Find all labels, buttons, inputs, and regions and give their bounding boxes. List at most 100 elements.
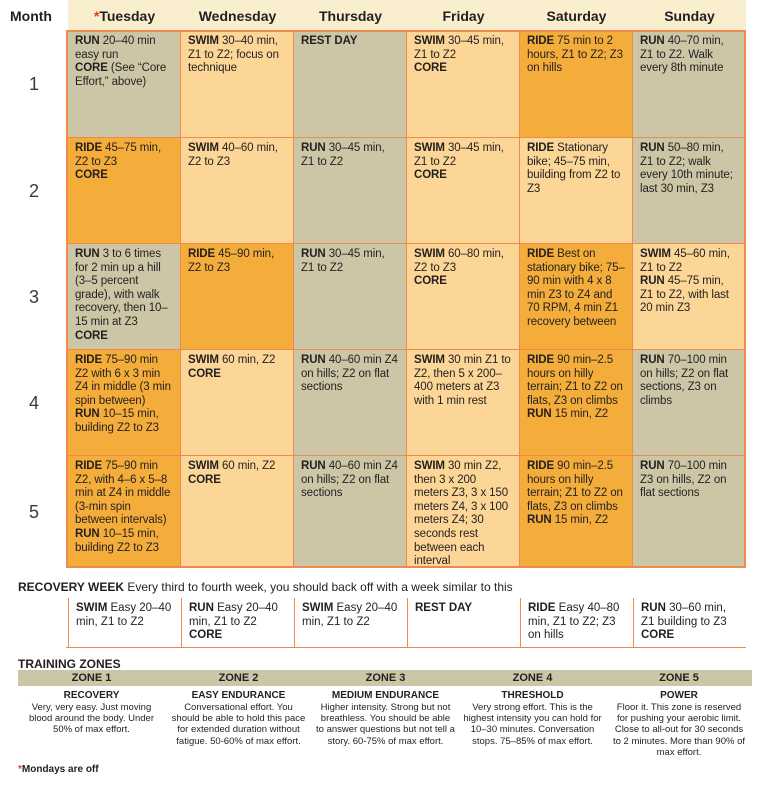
plan-cell: RUN 70–100 min Z3 on hills, Z2 on flat s… — [633, 456, 746, 568]
plan-cell: RUN 40–70 min, Z1 to Z2. Walk every 8th … — [633, 31, 746, 138]
activity-label: RIDE — [188, 248, 216, 260]
activity-label: CORE — [75, 329, 108, 342]
plan-cell: RUN 40–60 min Z4 on hills; Z2 on flat se… — [294, 350, 407, 456]
day-header-sunday: Sunday — [633, 0, 746, 31]
plan-cell: SWIM 60 min, Z2 CORE — [181, 350, 294, 456]
activity-detail: 10–15 min, building Z2 to Z3 — [75, 408, 159, 434]
activity-detail: 45–75 min, Z1 to Z2, with last 20 min Z3 — [640, 275, 729, 315]
plan-cell: RIDE 90 min–2.5 hours on hilly terrain; … — [520, 350, 633, 456]
activity-label: SWIM — [76, 602, 108, 614]
activity-label: RUN — [640, 354, 665, 366]
activity-label: CORE — [189, 629, 223, 642]
activity-label: SWIM — [414, 142, 445, 154]
plan-cell: RUN 70–100 min on hills; Z2 on flat sect… — [633, 350, 746, 456]
activity-label: RUN — [75, 35, 100, 47]
activity-label: RUN — [75, 408, 100, 421]
plan-cell: RUN 20–40 min easy run CORE (See “Core Ef… — [68, 31, 181, 138]
month-label: 2 — [28, 180, 39, 201]
activity-detail: 3 to 6 times for 2 min up a hill (3–5 pe… — [75, 248, 168, 328]
activity-label: CORE — [414, 275, 447, 288]
activity-detail: 60 min, Z2 — [218, 354, 276, 366]
activity-detail: 90 min–2.5 hours on hilly terrain; Z1 to… — [527, 354, 623, 407]
day-header-tuesday: * Tuesday — [68, 0, 181, 31]
activity-label: RUN — [75, 248, 100, 260]
activity-detail: 45–75 min, Z2 to Z3 — [75, 142, 162, 168]
recovery-cell: SWIM Easy 20–40 min, Z1 to Z2 — [68, 598, 181, 648]
activity-label: RUN — [75, 527, 100, 540]
plan-cell: SWIM 30–45 min, Z1 to Z2 CORE — [407, 138, 520, 244]
activity-label: RUN — [301, 142, 326, 154]
activity-label: SWIM — [414, 248, 445, 260]
activity-label: RIDE — [527, 35, 555, 47]
activity-label: RUN — [527, 408, 552, 421]
footnote-star: * — [18, 764, 22, 775]
activity-detail: 70–100 min on hills; Z2 on flat sections… — [640, 354, 729, 407]
activity-label: RIDE — [75, 460, 103, 472]
zone-description: Higher intensity. Strong but not breathl… — [316, 702, 455, 747]
training-zones-title: TRAINING ZONES — [18, 657, 121, 671]
zone-description: Very strong effort. This is the highest … — [463, 702, 602, 747]
recovery-week-title: RECOVERY WEEK — [18, 580, 125, 594]
zone-header: ZONE 1 — [71, 672, 112, 684]
activity-detail: 60 min, Z2 — [218, 460, 276, 472]
activity-label: SWIM — [414, 354, 445, 366]
activity-label: REST DAY — [415, 602, 473, 614]
activity-label: RUN — [527, 514, 552, 527]
zone-header: ZONE 3 — [365, 672, 406, 684]
plan-cell: RIDE 75–90 min Z2, with 4–6 x 5–8 min at… — [68, 456, 181, 568]
activity-label: SWIM — [640, 248, 671, 260]
activity-detail: 30 min Z1 to Z2, then 5 x 200–400 meters… — [414, 354, 511, 407]
activity-detail: 30–60 min, Z1 building to Z3 — [641, 602, 727, 628]
zone-header: ZONE 2 — [218, 672, 259, 684]
recovery-cell: SWIM Easy 20–40 min, Z1 to Z2 — [294, 598, 407, 648]
recovery-cell: RUN 30–60 min, Z1 building to Z3 CORE — [633, 598, 746, 648]
activity-label: RIDE — [527, 354, 555, 366]
activity-label: RUN — [301, 460, 326, 472]
activity-label: SWIM — [188, 354, 219, 366]
plan-cell: SWIM 60–80 min, Z2 to Z3 CORE — [407, 244, 520, 350]
activity-label: RIDE — [528, 602, 556, 614]
activity-label: RUN — [301, 248, 326, 260]
activity-label: SWIM — [414, 460, 445, 472]
activity-detail: Stationary bike; 45–75 min, building fro… — [527, 142, 621, 195]
activity-detail: 40–70 min, Z1 to Z2. Walk every 8th minu… — [640, 35, 724, 75]
activity-detail: 45–60 min, Z1 to Z2 — [640, 248, 730, 274]
month-label: 4 — [28, 392, 39, 413]
activity-label: CORE — [188, 473, 221, 486]
day-header-label: Wednesday — [198, 7, 277, 24]
activity-detail: Easy 20–40 min, Z1 to Z2 — [302, 602, 398, 628]
activity-detail: 40–60 min Z4 on hills; Z2 on flat sectio… — [301, 460, 398, 500]
plan-cell: SWIM 40–60 min, Z2 to Z3 — [181, 138, 294, 244]
recovery-cell: REST DAY — [407, 598, 520, 648]
day-header-saturday: Saturday — [520, 0, 633, 31]
activity-detail: Best on stationary bike; 75–90 min with … — [527, 248, 625, 328]
plan-cell: SWIM 45–60 min, Z1 to Z2 RUN 45–75 min, Z… — [633, 244, 746, 350]
activity-detail: Easy 20–40 min, Z1 to Z2 — [76, 602, 172, 628]
day-header-thursday: Thursday — [294, 0, 407, 31]
activity-detail: 30–40 min, Z1 to Z2; focus on technique — [188, 35, 279, 75]
plan-cell: RIDE 45–75 min, Z2 to Z3 CORE — [68, 138, 181, 244]
zone-name: THRESHOLD — [501, 690, 564, 701]
zone-name: EASY ENDURANCE — [191, 690, 286, 701]
activity-detail: 10–15 min, building Z2 to Z3 — [75, 527, 159, 554]
zone-name: RECOVERY — [63, 690, 120, 701]
training-zones-bar — [18, 670, 752, 686]
activity-label: RUN — [641, 602, 666, 614]
activity-label: CORE — [641, 629, 675, 642]
activity-label: SWIM — [188, 460, 219, 472]
plan-cell: REST DAY — [294, 31, 407, 138]
activity-detail: 40–60 min Z4 on hills; Z2 on flat sectio… — [301, 354, 398, 394]
day-header-label: Tuesday — [99, 7, 156, 24]
activity-label: CORE — [414, 169, 447, 182]
zone-header: ZONE 4 — [512, 672, 553, 684]
activity-detail: Easy 20–40 min, Z1 to Z2 — [189, 602, 278, 628]
activity-detail: 75–90 min Z2, with 4–6 x 5–8 min at Z4 i… — [75, 460, 171, 527]
activity-label: RUN — [301, 354, 326, 366]
plan-cell: RIDE 90 min–2.5 hours on hilly terrain; … — [520, 456, 633, 568]
activity-label: SWIM — [302, 602, 334, 614]
activity-detail: (See “Core Effort,” above) — [75, 62, 167, 88]
activity-label: SWIM — [188, 35, 219, 47]
plan-cell: SWIM 30 min Z1 to Z2, then 5 x 200–400 m… — [407, 350, 520, 456]
plan-cell: RUN 30–45 min, Z1 to Z2 — [294, 138, 407, 244]
activity-detail: 70–100 min Z3 on hills, Z2 on flat secti… — [640, 460, 727, 500]
